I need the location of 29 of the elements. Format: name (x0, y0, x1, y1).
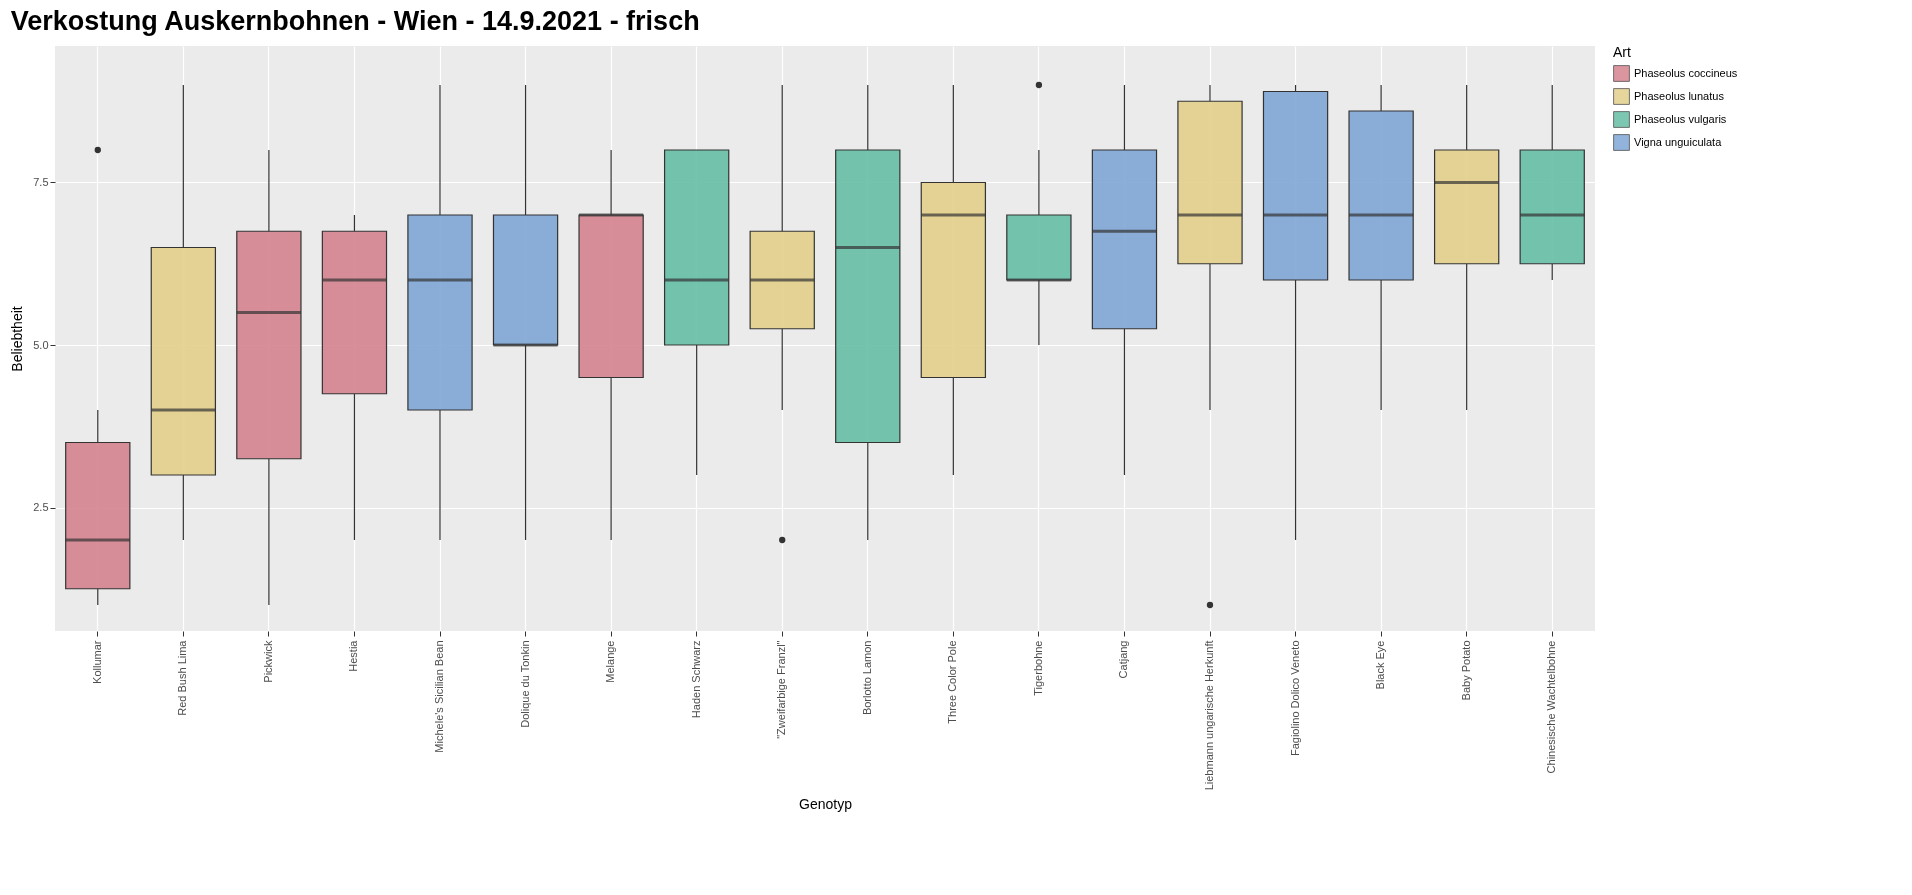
x-tick-label: Black Eye (1374, 640, 1387, 690)
x-tick-label: Pickwick (261, 640, 274, 683)
x-tick-label: Kollumar (90, 640, 103, 684)
x-tick-label: Catjang (1117, 640, 1130, 679)
legend-title: Art (1613, 44, 1631, 60)
y-tick-label: 5.0 (33, 338, 49, 351)
x-tick-label: Melange (604, 640, 617, 683)
y-tick-label: 2.5 (33, 501, 49, 513)
x-tick-label: Baby Potato (1459, 640, 1472, 701)
x-tick-label: Fagiolino Dolico Veneto (1288, 640, 1301, 757)
x-tick-label: Borlotto Lamon (860, 640, 873, 716)
x-tick-label: Michele's Sicilian Bean (433, 640, 445, 753)
x-tick-label: Liebmann ungarische Herkunft (1203, 640, 1215, 791)
legend-label: Vigna unguiculata (1634, 135, 1723, 148)
y-tick-label: 7.5 (33, 176, 49, 188)
x-tick-label: "Zweifarbige Franzl" (775, 640, 788, 739)
x-tick-label: Chinesische Wachtelbohne (1545, 640, 1558, 774)
x-tick-label: Dolique du Tonkin (518, 640, 531, 728)
x-tick-label: Three Color Pole (946, 640, 959, 724)
x-tick-label: Red Bush Lima (176, 639, 189, 716)
legend-label: Phaseolus lunatus (1634, 89, 1725, 102)
x-tick-label: Tigerbohne (1031, 640, 1044, 696)
legend-label: Phaseolus vulgaris (1634, 112, 1727, 125)
chart-title: Verkostung Auskernbohnen - Wien - 14.9.2021 - frisch (10, 6, 700, 36)
y-axis-title: Beliebtheit (9, 306, 26, 372)
x-tick-label: Haden Schwarz (689, 640, 702, 719)
x-tick-label: Hestia (347, 639, 360, 672)
x-axis-title: Genotyp (799, 796, 853, 813)
legend-label: Phaseolus coccineus (1634, 66, 1738, 79)
